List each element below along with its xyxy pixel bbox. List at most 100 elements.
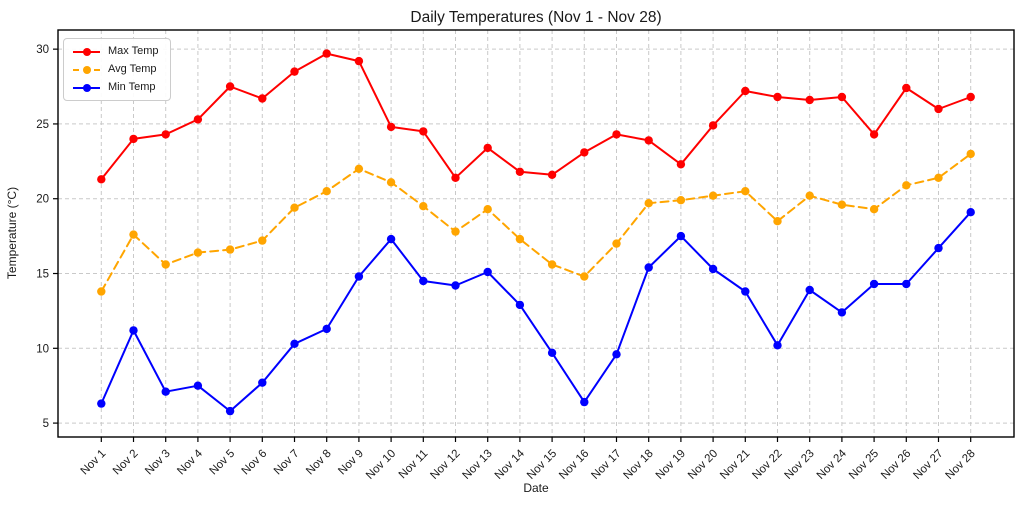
x-tick-label: Nov 22 xyxy=(750,448,784,482)
x-tick-label: Nov 11 xyxy=(397,448,431,482)
legend: Max Temp Avg Temp Min Temp xyxy=(63,38,171,101)
max-temp-point-nov-13 xyxy=(483,143,492,153)
min-temp-line-sample xyxy=(73,83,100,93)
avg-temp-point-nov-13 xyxy=(483,205,492,214)
max-temp-point-nov-21 xyxy=(741,86,750,96)
avg-temp-point-nov-28 xyxy=(966,149,975,159)
max-temp-point-nov-11 xyxy=(419,127,428,136)
x-tick-label: Nov 18 xyxy=(622,448,656,482)
avg-temp-point-nov-14 xyxy=(515,234,525,244)
x-tick-label: Nov 9 xyxy=(336,448,366,478)
x-tick-label: Nov 3 xyxy=(143,448,173,478)
y-tick-label: 15 xyxy=(36,269,49,281)
x-tick-label: Nov 8 xyxy=(304,448,334,478)
min-temp-point-nov-17 xyxy=(612,350,621,359)
min-temp-point-nov-20 xyxy=(708,264,718,274)
avg-temp-point-nov-5 xyxy=(225,245,235,254)
legend-item-max-temp: Max Temp xyxy=(73,44,159,59)
chart-title: Daily Temperatures (Nov 1 - Nov 28) xyxy=(410,9,661,26)
max-temp-point-nov-28 xyxy=(966,92,975,102)
min-temp-point-nov-1 xyxy=(97,399,106,408)
y-tick-label: 10 xyxy=(36,343,49,355)
min-temp-point-nov-21 xyxy=(741,287,750,296)
avg-temp-point-nov-12 xyxy=(451,227,460,236)
legend-label-avg-temp: Avg Temp xyxy=(108,63,157,75)
min-temp-point-nov-13 xyxy=(483,267,492,277)
max-temp-point-nov-27 xyxy=(934,104,943,114)
min-temp-point-nov-3 xyxy=(161,387,170,396)
min-temp-point-nov-14 xyxy=(515,300,525,310)
max-temp-point-nov-25 xyxy=(869,130,879,139)
y-tick-label: 5 xyxy=(43,418,49,430)
max-temp-point-nov-12 xyxy=(451,173,460,182)
max-temp-point-nov-8 xyxy=(322,49,331,58)
x-tick-label: Nov 10 xyxy=(364,448,398,482)
avg-temp-point-nov-4 xyxy=(193,248,203,257)
min-temp-point-nov-16 xyxy=(580,397,589,407)
min-temp-point-nov-10 xyxy=(386,234,396,244)
circle-marker-icon xyxy=(82,65,91,74)
x-tick-label: Nov 6 xyxy=(240,448,270,478)
avg-temp-point-nov-18 xyxy=(644,199,653,208)
min-temp-point-nov-22 xyxy=(773,341,782,350)
min-temp-point-nov-28 xyxy=(966,208,975,217)
x-axis-label: Date xyxy=(523,481,549,495)
min-temp-point-nov-19 xyxy=(676,231,686,241)
max-temp-point-nov-1 xyxy=(97,175,106,184)
max-temp-point-nov-26 xyxy=(902,83,911,93)
max-temp-line xyxy=(100,52,972,181)
avg-temp-point-nov-17 xyxy=(612,239,621,248)
avg-temp-point-nov-16 xyxy=(580,272,589,281)
legend-label-max-temp: Max Temp xyxy=(108,45,159,57)
x-tick-label: Nov 5 xyxy=(207,448,237,478)
x-tick-label: Nov 14 xyxy=(493,447,528,482)
x-tick-label: Nov 17 xyxy=(589,448,623,482)
avg-temp-point-nov-21 xyxy=(741,187,750,196)
avg-temp-point-nov-10 xyxy=(386,178,396,187)
avg-temp-point-nov-6 xyxy=(258,236,267,245)
max-temp-point-nov-22 xyxy=(773,92,782,102)
y-tick-label: 25 xyxy=(36,119,49,131)
x-tick-label: Nov 19 xyxy=(654,448,688,482)
avg-temp-point-nov-23 xyxy=(805,191,814,200)
x-tick-label: Nov 2 xyxy=(111,448,141,478)
x-tick-label: Nov 15 xyxy=(525,448,559,482)
avg-temp-point-nov-26 xyxy=(902,181,911,190)
min-temp-point-nov-6 xyxy=(258,378,267,387)
x-tick-label: Nov 1 xyxy=(79,448,109,478)
max-temp-point-nov-14 xyxy=(515,167,525,176)
avg-temp-point-nov-15 xyxy=(547,260,557,269)
max-temp-point-nov-19 xyxy=(676,160,686,169)
max-temp-point-nov-17 xyxy=(612,130,621,139)
max-temp-point-nov-3 xyxy=(161,130,170,139)
min-temp-point-nov-25 xyxy=(869,279,879,289)
max-temp-point-nov-9 xyxy=(354,56,364,66)
max-temp-point-nov-23 xyxy=(805,95,814,105)
avg-temp-line xyxy=(100,152,972,293)
min-temp-point-nov-8 xyxy=(322,324,331,334)
min-temp-point-nov-7 xyxy=(290,339,299,348)
max-temp-point-nov-18 xyxy=(644,136,653,145)
min-temp-point-nov-27 xyxy=(934,243,943,253)
avg-temp-point-nov-9 xyxy=(354,164,364,173)
avg-temp-point-nov-3 xyxy=(161,260,170,269)
max-temp-point-nov-20 xyxy=(708,121,718,130)
x-tick-label: Nov 7 xyxy=(272,448,302,478)
circle-marker-icon xyxy=(82,47,91,56)
min-temp-point-nov-18 xyxy=(644,263,653,272)
max-temp-point-nov-16 xyxy=(580,148,589,157)
avg-temp-point-nov-24 xyxy=(837,200,847,209)
min-temp-point-nov-5 xyxy=(225,406,235,416)
min-temp-point-nov-15 xyxy=(547,348,557,357)
x-tick-label: Nov 24 xyxy=(815,447,850,482)
min-temp-point-nov-2 xyxy=(129,326,138,335)
avg-temp-point-nov-1 xyxy=(97,287,106,296)
min-temp-point-nov-9 xyxy=(354,272,364,281)
min-temp-point-nov-26 xyxy=(902,279,911,289)
max-temp-point-nov-15 xyxy=(547,170,557,179)
max-temp-point-nov-7 xyxy=(290,67,299,76)
min-temp-point-nov-11 xyxy=(419,276,428,286)
max-temp-point-nov-5 xyxy=(225,82,235,91)
